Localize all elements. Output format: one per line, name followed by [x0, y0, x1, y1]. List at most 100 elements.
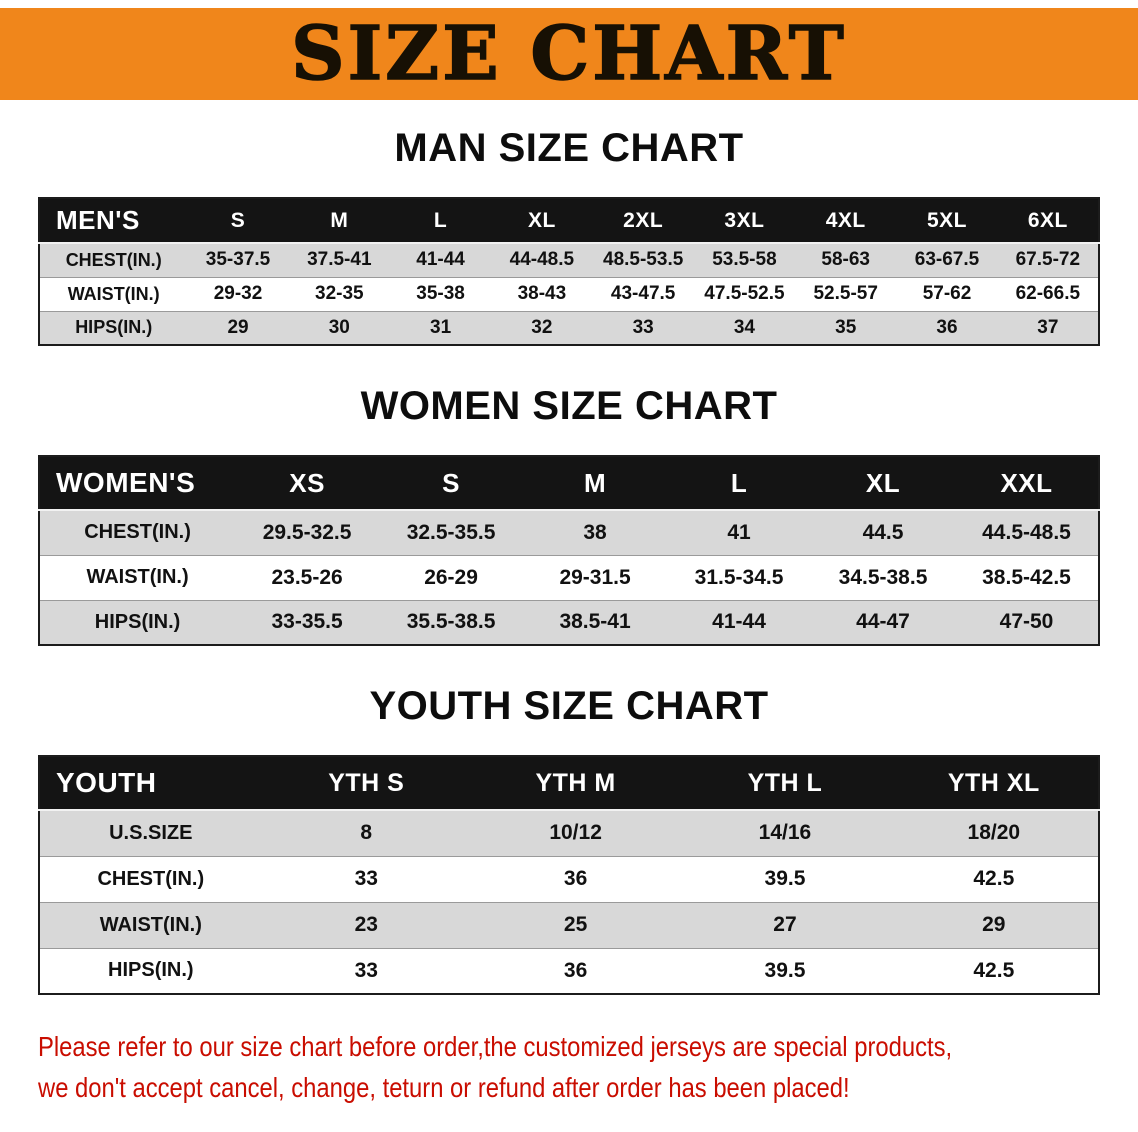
- table-row: WAIST(IN.) 23 25 27 29: [39, 902, 1099, 948]
- row-label-cell: HIPS(IN.): [75, 317, 153, 338]
- size-value-cell: 41-44: [712, 610, 766, 634]
- table-row: CHEST(IN.) 29.5-32.5 32.5-35.5 38 41 44.5 44.5…: [39, 510, 1099, 555]
- size-value-cell: 47-50: [999, 610, 1054, 634]
- size-value-cell: 33: [354, 867, 378, 890]
- size-value-cell: 33: [354, 958, 378, 982]
- size-value-cell: 36: [563, 867, 588, 890]
- size-value-cell: 25: [563, 913, 588, 936]
- size-value-cell: 27: [773, 913, 797, 936]
- table-row: U.S.SIZE 8 10/12 14/16 18/20: [39, 810, 1099, 856]
- size-value-cell: 67.5-72: [1015, 249, 1081, 271]
- table-row: WAIST(IN.) 23.5-26 26-29 29-31.5 31.5-34.5 34…: [39, 555, 1099, 600]
- size-header-cell: M: [288, 198, 390, 243]
- size-value-cell: 53.5-58: [712, 249, 777, 271]
- size-value-cell: 37: [1037, 316, 1059, 338]
- men-size-table: MEN'S S M L XL 2XL 3XL 4XL 5XL 6XL CHEST(IN.) 35-37…: [38, 197, 1100, 346]
- size-value-cell: 29: [227, 316, 249, 338]
- size-value-cell: 44-48.5: [509, 249, 575, 271]
- size-value-cell: 39.5: [764, 867, 806, 890]
- size-header-cell: XS: [235, 456, 380, 510]
- youth-size-section: YOUTH SIZE CHART YOUTH YTH S YTH M YTH L YTH…: [0, 684, 1138, 995]
- size-value-cell: 44.5: [862, 520, 904, 544]
- banner: SIZE CHART: [0, 8, 1138, 100]
- size-value-cell: 43-47.5: [610, 283, 676, 304]
- size-value-cell: 34.5-38.5: [838, 565, 928, 589]
- size-header-cell: L: [389, 198, 492, 243]
- size-value-cell: 37.5-41: [307, 249, 372, 271]
- table-title-cell: MEN'S: [39, 198, 188, 243]
- size-value-cell: 42.5: [973, 958, 1015, 982]
- size-header-cell: 6XL: [997, 198, 1099, 243]
- size-value-cell: 8: [360, 821, 373, 845]
- women-section-heading: WOMEN SIZE CHART: [360, 384, 778, 428]
- size-header-cell: S: [187, 198, 289, 243]
- size-value-cell: 26-29: [424, 565, 478, 589]
- size-value-cell: 29-32: [213, 283, 263, 304]
- size-value-cell: 32-35: [315, 283, 364, 304]
- size-value-cell: 38-43: [517, 283, 567, 304]
- table-row: CHEST(IN.) 33 36 39.5 42.5: [39, 856, 1099, 902]
- men-section-heading: MAN SIZE CHART: [394, 126, 744, 170]
- disclaimer: Please refer to our size chart before or…: [38, 1027, 1100, 1108]
- size-header-cell: M: [523, 456, 668, 510]
- size-value-cell: 23: [354, 913, 378, 936]
- size-value-cell: 29-31.5: [559, 565, 631, 589]
- table-title-cell: WOMEN'S: [39, 456, 236, 510]
- size-value-cell: 48.5-53.5: [603, 249, 684, 271]
- table-title-cell: YOUTH: [39, 756, 262, 810]
- table-row: HIPS(IN.) 33-35.5 35.5-38.5 38.5-41 41-44 44-…: [39, 600, 1099, 645]
- row-label-cell: HIPS(IN.): [108, 959, 194, 982]
- size-value-cell: 41: [727, 520, 751, 544]
- women-size-table: WOMEN'S XS S M L XL XXL CHEST(IN.) 29.5-32.5 32.5…: [38, 455, 1100, 646]
- size-value-cell: 18/20: [967, 821, 1021, 845]
- size-value-cell: 63-67.5: [914, 249, 980, 271]
- table-row: CHEST(IN.) 35-37.5 37.5-41 41-44 44-48.5 48.5…: [39, 243, 1099, 277]
- size-value-cell: 36: [936, 316, 958, 338]
- youth-size-table: YOUTH YTH S YTH M YTH L YTH XL U.S.SIZE 8 10/12…: [38, 755, 1100, 995]
- row-label-cell: WAIST(IN.): [86, 566, 189, 588]
- row-label-cell: CHEST(IN.): [97, 867, 205, 890]
- table-header-row: MEN'S S M L XL 2XL 3XL 4XL 5XL 6XL: [39, 198, 1099, 243]
- women-size-section: WOMEN SIZE CHART WOMEN'S XS S M L XL XXL CHEST(…: [0, 384, 1138, 646]
- size-value-cell: 33: [632, 316, 654, 338]
- size-header-cell: YTH L: [680, 756, 890, 810]
- table-row: HIPS(IN.) 29 30 31 32 33 34 35 36 37: [39, 311, 1099, 345]
- size-value-cell: 31.5-34.5: [694, 565, 784, 589]
- size-value-cell: 30: [328, 316, 350, 338]
- youth-section-heading: YOUTH SIZE CHART: [369, 684, 769, 728]
- size-header-cell: 2XL: [592, 198, 694, 243]
- size-header-cell: 4XL: [795, 198, 897, 243]
- table-row: HIPS(IN.) 33 36 39.5 42.5: [39, 948, 1099, 994]
- row-label-cell: CHEST(IN.): [65, 249, 162, 270]
- size-value-cell: 35-37.5: [205, 249, 271, 271]
- size-value-cell: 35: [835, 316, 857, 338]
- size-value-cell: 41-44: [416, 249, 465, 271]
- size-header-cell: S: [379, 456, 524, 510]
- row-label-cell: CHEST(IN.): [84, 521, 191, 544]
- size-header-cell: 3XL: [693, 198, 796, 243]
- size-value-cell: 62-66.5: [1015, 283, 1081, 304]
- size-header-cell: YTH M: [470, 756, 681, 810]
- size-value-cell: 14/16: [758, 821, 812, 845]
- table-header-row: WOMEN'S XS S M L XL XXL: [39, 456, 1099, 510]
- size-header-cell: YTH XL: [889, 756, 1099, 810]
- size-value-cell: 57-62: [922, 283, 972, 304]
- size-value-cell: 38.5-41: [559, 610, 631, 634]
- page-title: SIZE CHART: [290, 11, 847, 97]
- size-value-cell: 39.5: [764, 958, 806, 982]
- row-label-cell: WAIST(IN.): [67, 283, 160, 304]
- size-value-cell: 36: [563, 958, 588, 982]
- size-value-cell: 38: [583, 520, 607, 544]
- size-value-cell: 44-47: [856, 610, 910, 634]
- size-value-cell: 31: [430, 316, 452, 338]
- size-value-cell: 42.5: [973, 867, 1015, 890]
- size-value-cell: 35.5-38.5: [406, 610, 496, 634]
- row-label-cell: HIPS(IN.): [94, 610, 181, 633]
- row-label-cell: WAIST(IN.): [99, 913, 202, 936]
- size-value-cell: 29: [982, 913, 1006, 936]
- size-header-cell: 5XL: [896, 198, 998, 243]
- disclaimer-line-2: we don't accept cancel, change, teturn o…: [38, 1071, 850, 1103]
- size-header-cell: XL: [811, 456, 956, 510]
- size-header-cell: XXL: [955, 456, 1099, 510]
